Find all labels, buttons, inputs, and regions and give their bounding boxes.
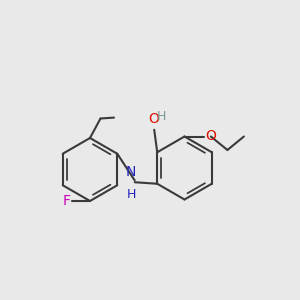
Text: F: F [62,194,70,208]
Text: N: N [126,165,136,179]
Text: O: O [205,129,216,143]
Text: H: H [126,188,136,201]
Text: O: O [148,112,159,126]
Text: H: H [157,110,166,123]
